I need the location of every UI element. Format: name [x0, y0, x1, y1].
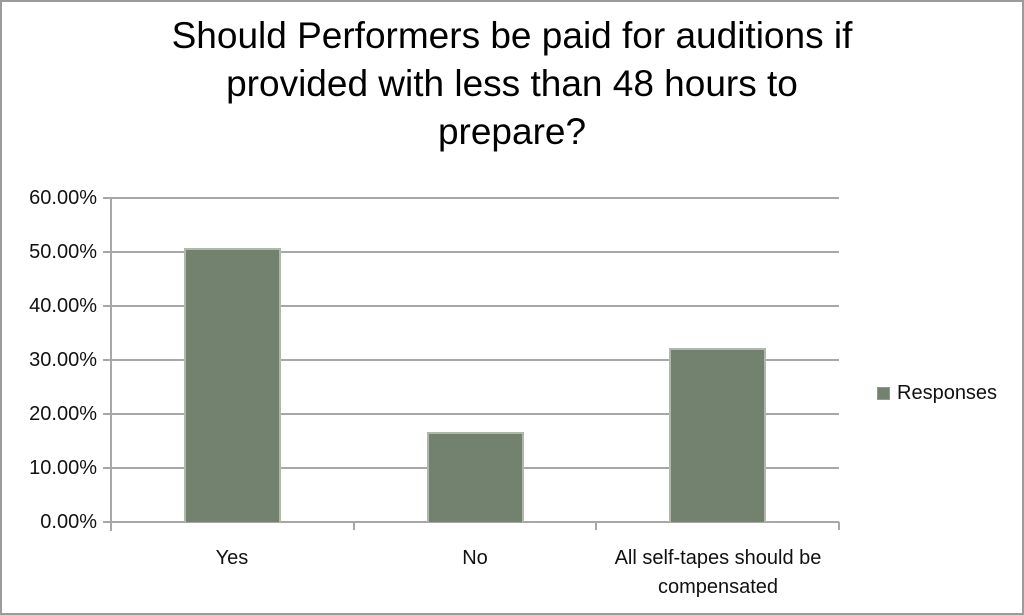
- y-axis-label: 20.00%: [29, 403, 97, 425]
- chart-title-line-2: provided with less than 48 hours to: [226, 63, 798, 104]
- legend: Responses: [877, 381, 997, 406]
- bar-no: [427, 432, 524, 522]
- bar-all-self-tapes-should-be-compensated: [669, 348, 766, 522]
- x-axis-label: Yes: [215, 547, 249, 569]
- y-axis-label: 30.00%: [29, 349, 97, 371]
- y-axis-tick: [103, 413, 111, 415]
- y-axis-label: 40.00%: [29, 295, 97, 317]
- y-axis-tick: [103, 305, 111, 307]
- y-axis-label: 0.00%: [40, 511, 97, 533]
- chart-title-line-3: prepare?: [437, 111, 587, 152]
- chart-title: Should Performers be paid for auditions …: [0, 12, 1024, 156]
- y-axis-label: 60.00%: [29, 187, 97, 209]
- y-axis-line: [110, 197, 112, 531]
- y-gridline: [111, 413, 839, 415]
- y-gridline: [111, 251, 839, 253]
- x-axis-label: No: [462, 547, 488, 569]
- y-axis-tick: [103, 197, 111, 199]
- y-axis-tick: [103, 521, 111, 523]
- y-gridline: [111, 521, 839, 523]
- y-axis-tick: [103, 467, 111, 469]
- y-gridline: [111, 359, 839, 361]
- x-axis-tick: [353, 522, 355, 530]
- y-axis-label: 10.00%: [29, 457, 97, 479]
- y-axis-label: 50.00%: [29, 241, 97, 263]
- chart-title-line-1: Should Performers be paid for auditions …: [171, 15, 853, 56]
- x-axis-tick: [110, 522, 112, 530]
- y-axis-tick: [103, 251, 111, 253]
- legend-swatch-icon: [877, 387, 890, 400]
- y-gridline: [111, 197, 839, 199]
- x-axis-label: All self-tapes should be compensated: [614, 547, 822, 598]
- y-axis-tick: [103, 359, 111, 361]
- x-axis-tick: [595, 522, 597, 530]
- x-axis-tick: [838, 522, 840, 530]
- y-gridline: [111, 305, 839, 307]
- legend-label: Responses: [897, 382, 998, 404]
- bar-yes: [184, 248, 281, 522]
